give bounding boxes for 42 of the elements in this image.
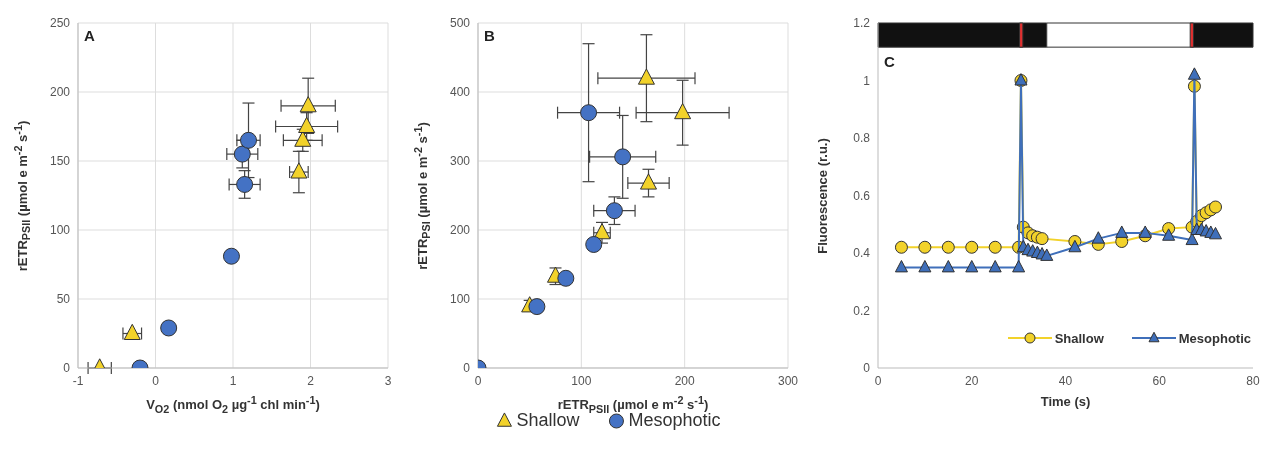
- x-tick-label: 0: [474, 373, 482, 388]
- x-tick-label: 40: [1058, 373, 1073, 388]
- y-axis-title: Fluorescence (r.u.): [814, 137, 830, 254]
- x-tick-label: 300: [777, 373, 799, 388]
- x-tick-label: 80: [1246, 373, 1260, 388]
- y-tick-label: 150: [49, 154, 71, 169]
- x-tick-label: 2: [307, 373, 315, 388]
- x-tick-label: 3: [384, 373, 392, 388]
- text: V$_{O2}$ (nmol O$_{2}$ µg$^{-1}$ chl min$^{-1}$): [146, 394, 320, 415]
- x-tick-label: 20: [965, 373, 979, 388]
- legend-label: Shallow: [516, 410, 580, 431]
- y-tick-label: 200: [449, 223, 471, 238]
- y-tick-label: 1.2: [853, 16, 871, 31]
- y-tick-label: 0.2: [853, 303, 871, 318]
- y-tick-label: 100: [49, 223, 71, 238]
- y-tick-label: 400: [449, 85, 471, 100]
- x-tick-label: 60: [1152, 373, 1167, 388]
- y-tick-label: 500: [449, 16, 471, 31]
- y-tick-label: 1: [863, 73, 871, 88]
- y-tick-label: 0.6: [853, 188, 871, 203]
- x-tick-label: 0: [874, 373, 882, 388]
- y-tick-label: 0: [463, 361, 471, 376]
- y-tick-label: 50: [56, 292, 71, 307]
- y-tick-label: 100: [449, 292, 471, 307]
- x-tick-label: -1: [72, 373, 84, 388]
- y-tick-label: 250: [49, 16, 71, 31]
- y-tick-label: 0.4: [853, 246, 871, 261]
- x-tick-label: 1: [229, 373, 237, 388]
- chart-title: B: [484, 27, 495, 44]
- y-tick-label: 200: [49, 85, 71, 100]
- y-tick-label: 0: [863, 361, 871, 376]
- text: C: [884, 53, 895, 70]
- x-tick-label: 200: [674, 373, 695, 388]
- x-axis-title: Time (s): [1040, 394, 1091, 409]
- x-tick-label: 0: [152, 373, 160, 388]
- legend-label: Shallow: [1054, 330, 1104, 346]
- y-tick-label: 0: [63, 361, 71, 376]
- legend-label: Mesophotic: [1178, 330, 1251, 346]
- y-tick-label: 300: [449, 154, 471, 169]
- chart-title: A: [84, 27, 95, 44]
- y-tick-label: 0.8: [853, 131, 871, 146]
- x-tick-label: 100: [571, 373, 592, 388]
